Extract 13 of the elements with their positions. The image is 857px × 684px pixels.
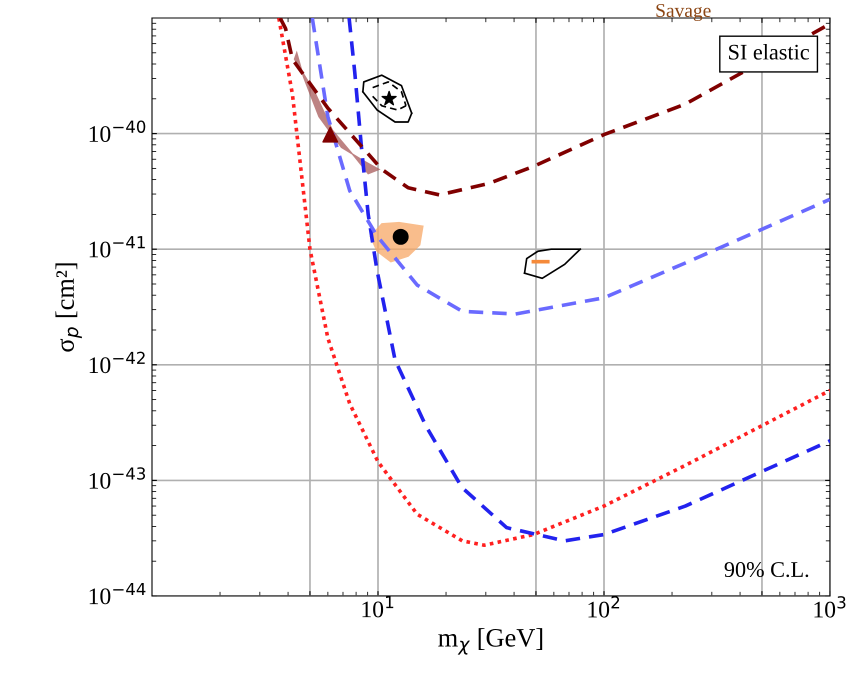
y-tick-label: 10$^{−44}$ (90, 582, 146, 604)
annotation: SI elastic (729, 44, 809, 60)
x-tick-label: 10$^{1}$ (362, 596, 394, 618)
x-axis-title: m$_{χ}$ [GeV] (438, 628, 542, 655)
y-axis-title: σ$_{p}$ [cm²] (55, 263, 82, 352)
y-tick-label: 10$^{−40}$ (90, 120, 146, 142)
x-tick-label: 10$^{3}$ (814, 596, 846, 618)
annotation: 90% C.L. (724, 562, 808, 578)
annotation: Savage (656, 4, 711, 22)
y-tick-label: 10$^{−43}$ (90, 467, 146, 489)
y-tick-label: 10$^{−41}$ (90, 236, 145, 258)
x-tick-label: 10$^{2}$ (588, 596, 620, 618)
y-tick-label: 10$^{−42}$ (90, 352, 145, 374)
